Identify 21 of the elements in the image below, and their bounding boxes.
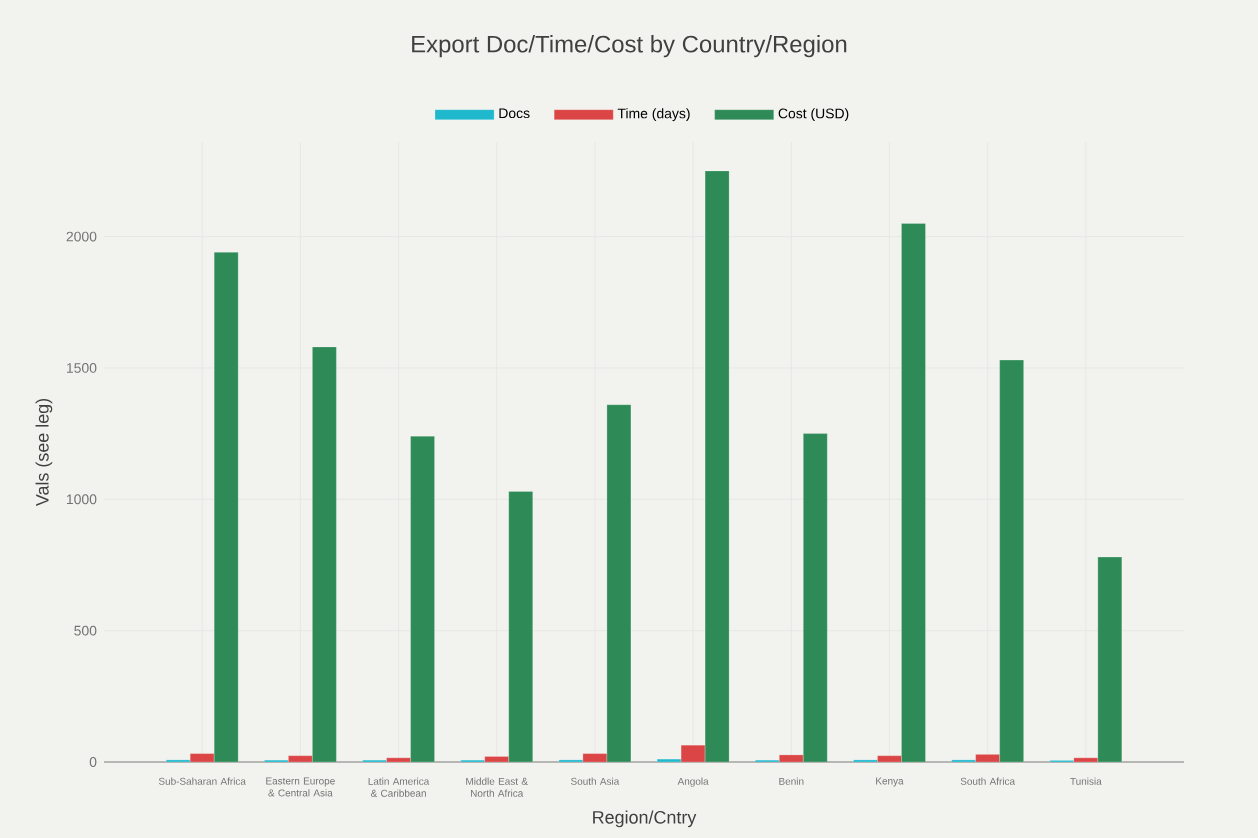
bar [704,170,730,762]
bar [681,745,706,762]
y-axis-title: Vals (see leg) [35,398,53,507]
bar [410,436,435,762]
bar [975,754,1000,762]
bar [213,252,239,762]
bar [606,404,632,762]
bar [999,359,1024,762]
bar [508,491,533,762]
bar [312,346,337,762]
x-axis-title: Region/Cntry [593,810,697,828]
bar [803,433,828,762]
bar [779,754,804,762]
bar [484,756,509,762]
bar [190,753,215,762]
bar [901,223,926,762]
bar [877,755,902,762]
chart-title: Export Doc/Time/Cost by Country/Region [412,35,847,58]
bar [1097,556,1123,762]
bar [288,755,313,762]
bar [582,753,607,762]
